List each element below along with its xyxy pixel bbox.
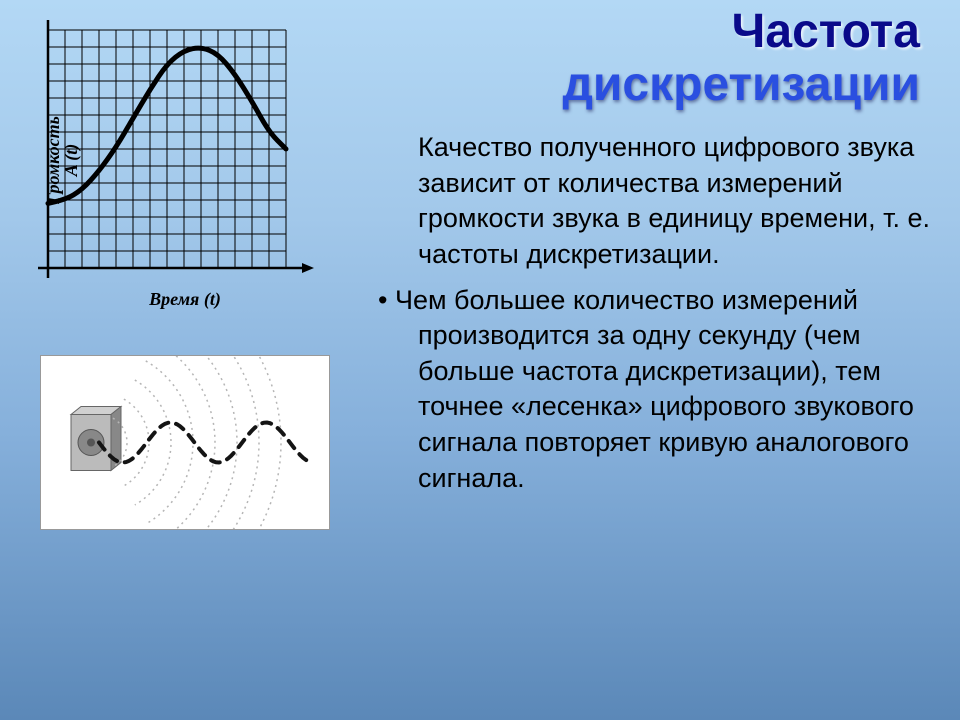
title-line-1: Частота — [562, 6, 920, 59]
amplitude-chart: Громкость A (t) Время (t) — [20, 20, 350, 300]
sound-svg — [41, 356, 329, 529]
body-text: Качество полученного цифрового звука зав… — [370, 130, 930, 506]
chart-ylabel: Громкость A (t) — [44, 90, 80, 230]
slide-title: Частота дискретизации — [562, 6, 920, 112]
sound-wave-illustration — [40, 355, 330, 530]
ylabel-l2: A (t) — [61, 144, 81, 177]
paragraph-2: Чем большее количество измерений произво… — [370, 283, 930, 497]
ylabel-l1: Громкость — [43, 116, 63, 204]
title-line-2: дискретизации — [562, 59, 920, 112]
paragraph-1: Качество полученного цифрового звука зав… — [370, 130, 930, 273]
slide: Частота дискретизации Громкость A (t) Вр… — [0, 0, 960, 720]
chart-xlabel: Время (t) — [20, 289, 350, 310]
